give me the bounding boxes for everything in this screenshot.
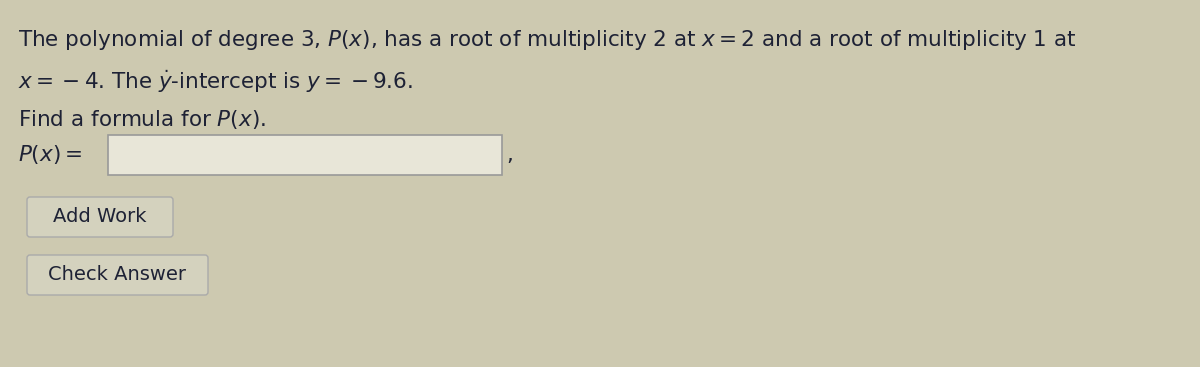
Text: $P(x) =$: $P(x) =$ <box>18 143 83 167</box>
FancyBboxPatch shape <box>28 255 208 295</box>
Text: ,: , <box>506 145 512 165</box>
Text: $x =  - 4$. The $\dot{y}$-intercept is $y =  - 9.6$.: $x = - 4$. The $\dot{y}$-intercept is $y… <box>18 68 413 95</box>
Text: The polynomial of degree 3, $P(x)$, has a root of multiplicity 2 at $x = 2$ and : The polynomial of degree 3, $P(x)$, has … <box>18 28 1076 52</box>
FancyBboxPatch shape <box>28 197 173 237</box>
Text: Add Work: Add Work <box>53 207 146 226</box>
Text: Check Answer: Check Answer <box>48 265 186 284</box>
FancyBboxPatch shape <box>108 135 502 175</box>
Text: Find a formula for $P(x)$.: Find a formula for $P(x)$. <box>18 108 266 131</box>
